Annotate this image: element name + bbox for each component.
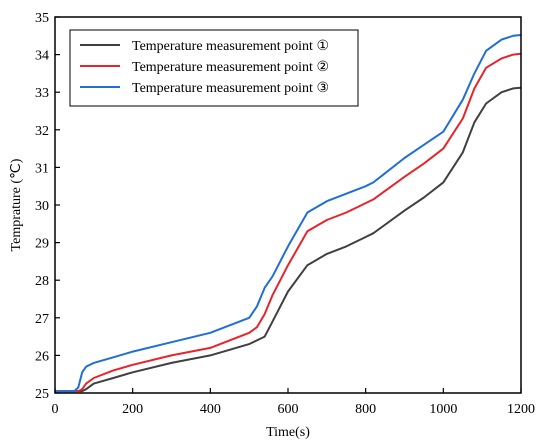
y-tick-label: 26	[35, 349, 49, 364]
legend-label-2: Temperature measurement point ②	[132, 60, 329, 75]
series-line-3	[55, 34, 522, 393]
x-tick-label: 1200	[507, 402, 535, 417]
y-tick-label: 32	[35, 124, 49, 139]
x-tick-label: 400	[200, 402, 221, 417]
y-tick-label: 25	[35, 387, 49, 402]
axis-ticks	[54, 16, 522, 394]
y-tick-label: 27	[35, 312, 49, 327]
legend-box	[69, 29, 359, 107]
x-tick-label: 0	[52, 402, 59, 417]
y-axis-title: Temprature (℃)	[9, 158, 24, 251]
y-tick-label: 33	[35, 86, 49, 101]
y-tick-label: 34	[35, 49, 49, 64]
x-tick-label: 200	[122, 402, 143, 417]
y-tick-label: 28	[35, 274, 49, 289]
y-tick-label: 35	[35, 11, 49, 26]
series-line-1	[55, 86, 522, 393]
legend: Temperature measurement point ① Temperatu…	[69, 29, 359, 107]
legend-label-1: Temperature measurement point ①	[132, 39, 329, 54]
series-lines	[55, 34, 522, 393]
x-tick-label: 1000	[429, 402, 457, 417]
axis-tick-labels: 0 200 400 600 800 1000 1200 25 26 27 28 29 30 31 32 33 3…	[35, 11, 535, 417]
y-tick-label: 31	[35, 161, 49, 176]
x-tick-label: 800	[355, 402, 376, 417]
series-line-2	[55, 52, 522, 393]
y-tick-label: 30	[35, 199, 49, 214]
y-tick-label: 29	[35, 237, 49, 252]
x-tick-label: 600	[278, 402, 299, 417]
legend-label-3: Temperature measurement point ③	[132, 81, 329, 96]
x-axis-title: Time(s)	[266, 425, 310, 440]
